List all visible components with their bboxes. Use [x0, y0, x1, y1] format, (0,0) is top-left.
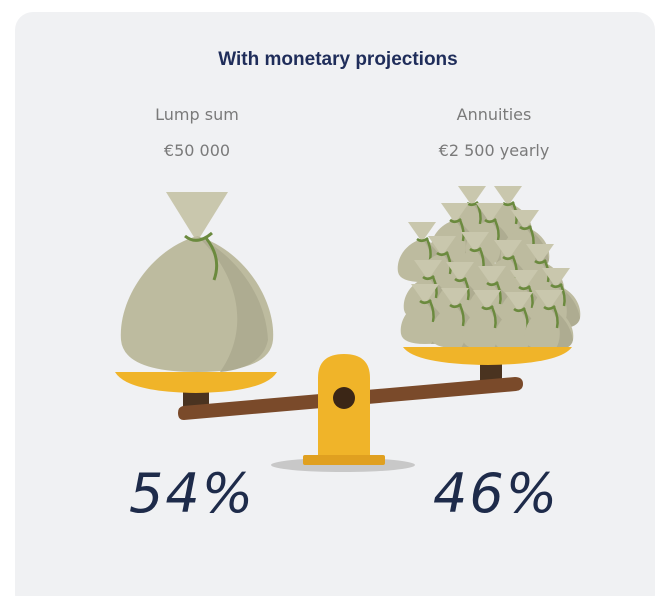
right-amount: €2 500 yearly	[439, 141, 550, 160]
big-bag-tie	[184, 231, 219, 281]
left-pan	[115, 372, 277, 393]
stand-base	[303, 455, 385, 465]
left-share: 54%	[129, 462, 255, 525]
left-label: Lump sum	[155, 105, 239, 124]
right-label: Annuities	[457, 105, 532, 124]
right-support	[480, 360, 502, 382]
big-bag-shade	[197, 236, 268, 372]
right-pan	[403, 347, 572, 365]
right-share: 46%	[433, 462, 559, 525]
pivot	[333, 387, 355, 409]
left-amount: €50 000	[164, 141, 230, 160]
big-bag-neck	[166, 192, 228, 242]
card	[15, 12, 655, 596]
title: With monetary projections	[218, 49, 457, 70]
